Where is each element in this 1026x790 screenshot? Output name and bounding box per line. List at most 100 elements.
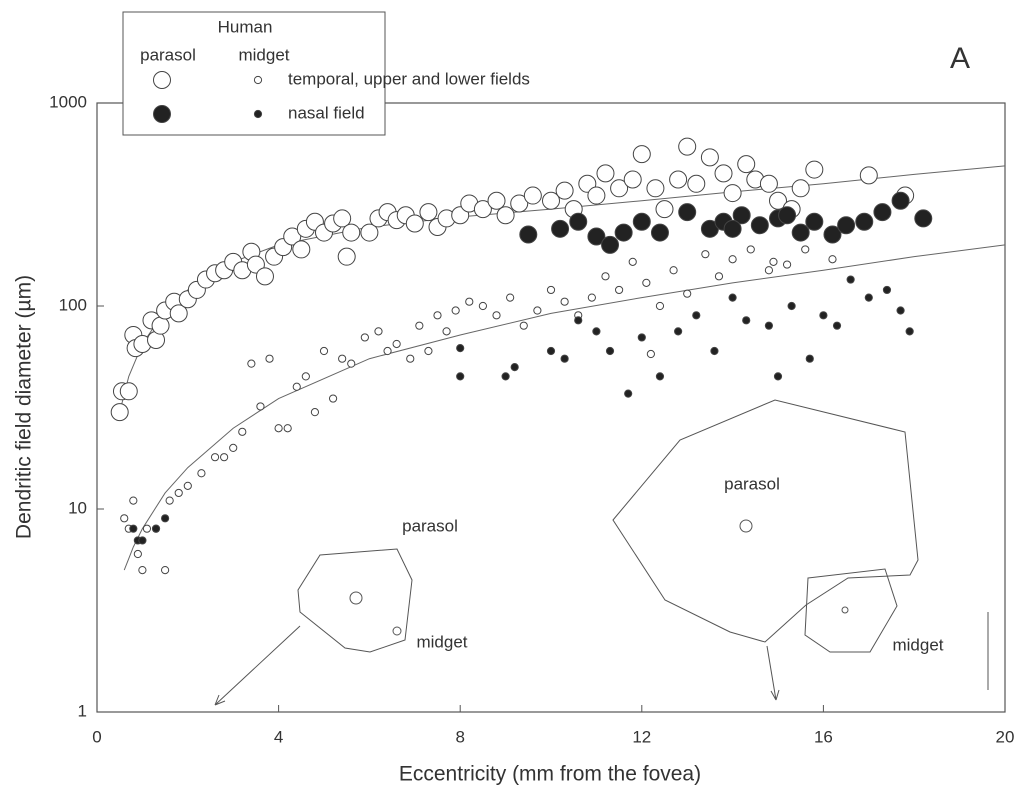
point xyxy=(424,346,433,356)
point xyxy=(169,304,188,323)
point xyxy=(523,186,542,205)
y-tick-label: 1000 xyxy=(49,92,87,111)
point xyxy=(473,200,492,219)
point xyxy=(592,327,601,336)
point xyxy=(669,170,688,189)
point xyxy=(778,206,797,225)
point xyxy=(828,255,837,264)
point xyxy=(623,170,642,189)
annotation: midget xyxy=(416,632,467,651)
point xyxy=(419,203,438,222)
point xyxy=(601,272,610,281)
point xyxy=(764,266,774,275)
point xyxy=(805,160,824,179)
point xyxy=(805,354,814,363)
point xyxy=(683,289,692,298)
point xyxy=(238,427,247,436)
point xyxy=(655,372,665,381)
point xyxy=(551,219,570,238)
point xyxy=(587,186,606,205)
annotation: parasol xyxy=(402,516,458,535)
point xyxy=(451,306,460,315)
y-tick-label: 100 xyxy=(59,295,87,314)
point xyxy=(846,275,855,284)
legend-marker xyxy=(153,71,171,89)
point xyxy=(632,145,651,164)
point xyxy=(655,200,674,219)
point xyxy=(283,424,292,433)
point xyxy=(265,354,274,363)
point xyxy=(914,209,933,228)
point xyxy=(555,181,574,200)
point xyxy=(728,255,737,264)
point xyxy=(587,227,606,246)
point xyxy=(174,488,183,498)
cell-soma xyxy=(841,606,849,614)
point xyxy=(456,344,465,353)
point xyxy=(723,219,742,238)
point xyxy=(610,179,629,198)
point xyxy=(819,311,828,320)
x-tick-label: 0 xyxy=(92,727,101,746)
legend-group: parasol xyxy=(140,45,196,64)
point xyxy=(142,524,152,533)
annotation: midget xyxy=(892,635,943,654)
point xyxy=(587,293,596,302)
point xyxy=(615,285,624,295)
plot-frame xyxy=(96,102,1006,713)
point xyxy=(292,240,311,259)
point xyxy=(310,408,320,417)
point xyxy=(133,549,142,559)
point xyxy=(492,311,501,320)
point xyxy=(891,191,910,210)
annotation: parasol xyxy=(724,474,780,493)
point xyxy=(274,424,283,433)
point xyxy=(655,301,665,311)
point xyxy=(791,179,810,198)
point xyxy=(392,339,401,349)
fit-curve xyxy=(119,165,1006,413)
point xyxy=(823,225,842,244)
point xyxy=(805,212,824,231)
point xyxy=(338,354,347,363)
cell-soma xyxy=(739,519,753,533)
legend-marker xyxy=(253,75,263,85)
point xyxy=(519,225,538,244)
point xyxy=(129,524,138,533)
cell-outline xyxy=(612,399,919,643)
point xyxy=(650,223,669,242)
point xyxy=(596,164,615,183)
point xyxy=(574,316,583,325)
point xyxy=(161,566,170,575)
point xyxy=(533,306,542,315)
point xyxy=(769,257,778,266)
point xyxy=(728,293,737,302)
point xyxy=(465,297,474,306)
legend-title: Human xyxy=(218,17,273,36)
x-tick-label: 4 xyxy=(274,727,283,746)
point xyxy=(637,333,646,342)
point xyxy=(669,266,678,275)
point xyxy=(487,191,506,210)
point xyxy=(510,363,519,372)
point xyxy=(283,227,302,246)
cell-soma xyxy=(392,626,402,636)
point xyxy=(873,203,892,222)
point xyxy=(496,206,515,225)
point xyxy=(710,346,719,356)
point xyxy=(646,349,655,359)
point xyxy=(333,209,352,228)
cell-outline xyxy=(297,548,413,653)
point xyxy=(347,359,356,368)
point xyxy=(700,148,719,167)
point xyxy=(560,354,569,363)
point xyxy=(782,260,792,269)
point xyxy=(678,137,697,156)
point xyxy=(256,402,265,411)
point xyxy=(342,223,361,242)
point xyxy=(678,203,697,222)
point xyxy=(415,321,424,330)
x-axis-label: Eccentricity (mm from the fovea) xyxy=(399,763,701,786)
point xyxy=(723,184,742,203)
point xyxy=(601,235,620,254)
